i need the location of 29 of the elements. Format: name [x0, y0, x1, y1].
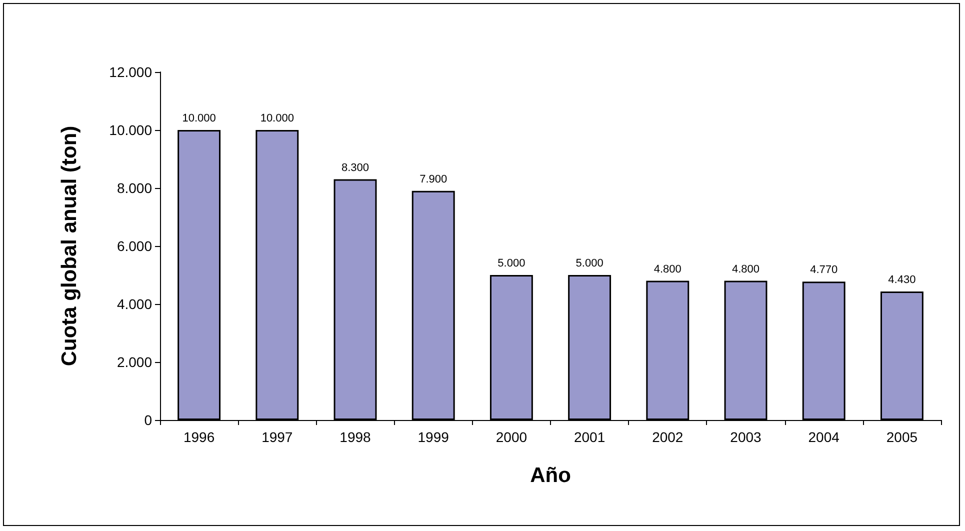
data-label: 4.430	[888, 274, 916, 286]
data-label: 5.000	[498, 258, 526, 270]
data-label: 4.800	[732, 263, 760, 276]
y-tick-label: 6.000	[116, 238, 152, 254]
y-tick-label: 2.000	[116, 354, 152, 370]
y-tick-label: 8.000	[116, 180, 152, 196]
x-axis-title: Año	[530, 464, 571, 487]
data-label: 10.000	[182, 112, 216, 124]
data-label: 4.800	[654, 263, 682, 276]
data-label: 10.000	[260, 112, 294, 124]
x-tick-label: 2005	[886, 429, 918, 445]
y-tick-label: 12.000	[109, 64, 152, 80]
y-tick-label: 0	[144, 412, 152, 428]
x-tick-label: 1997	[262, 429, 293, 445]
y-tick-label: 10.000	[109, 122, 152, 138]
x-tick-label: 2002	[652, 429, 684, 445]
x-tick-label: 2001	[574, 429, 606, 445]
x-tick-label: 1999	[418, 429, 450, 445]
x-tick-label: 1996	[183, 429, 215, 445]
x-tick-label: 2004	[808, 429, 840, 445]
x-tick-label: 2000	[496, 429, 528, 445]
x-tick-label: 1998	[340, 429, 372, 445]
x-tick-label: 2003	[730, 429, 762, 445]
y-axis-title: Cuota global anual (ton)	[58, 126, 81, 366]
data-label: 7.900	[420, 173, 448, 186]
y-tick-label: 4.000	[116, 296, 152, 312]
data-label: 8.300	[341, 162, 370, 174]
data-label: 4.770	[810, 264, 838, 276]
data-label: 5.000	[576, 258, 604, 270]
